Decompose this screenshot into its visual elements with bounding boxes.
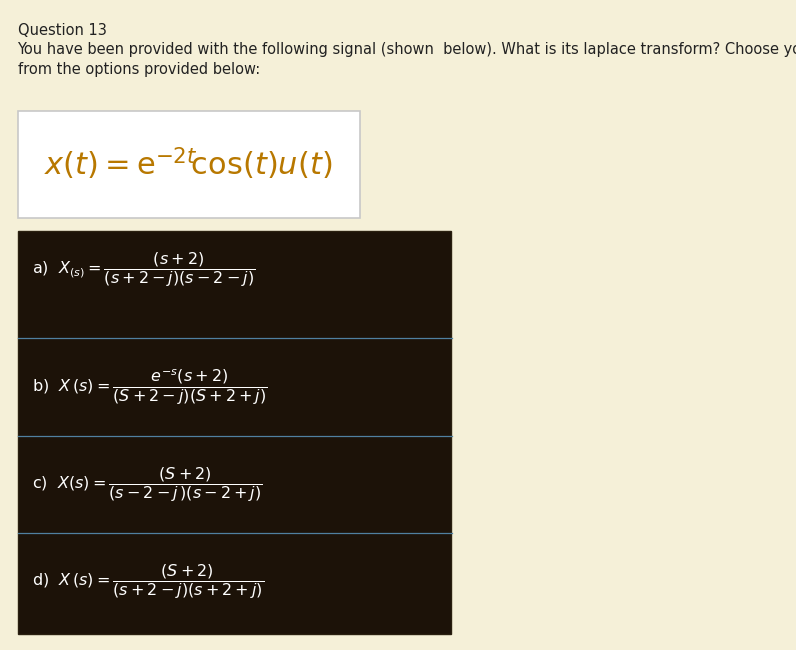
- Text: from the options provided below:: from the options provided below:: [18, 62, 259, 77]
- FancyBboxPatch shape: [18, 111, 360, 218]
- FancyBboxPatch shape: [18, 231, 451, 634]
- Text: Question 13: Question 13: [18, 23, 107, 38]
- Text: a)  $X_{(s)} = \dfrac{(s+2)}{(s+2-j)(s-2-j)}$: a) $X_{(s)} = \dfrac{(s+2)}{(s+2-j)(s-2-…: [32, 250, 256, 289]
- Text: $x(t) = \mathrm{e}^{-2t}\!\cos(t)u(t)$: $x(t) = \mathrm{e}^{-2t}\!\cos(t)u(t)$: [45, 146, 333, 183]
- Text: You have been provided with the following signal (shown  below). What is its lap: You have been provided with the followin…: [18, 42, 796, 57]
- Text: c)  $X(s) = \dfrac{(S+2)}{(s-2-j\,)(s-2+j)}$: c) $X(s) = \dfrac{(S+2)}{(s-2-j\,)(s-2+j…: [32, 465, 263, 504]
- Text: d)  $X\,(s) = \dfrac{(S+2)}{(s+2-j)(s+2+j)}$: d) $X\,(s) = \dfrac{(S+2)}{(s+2-j)(s+2+j…: [32, 562, 264, 601]
- Text: b)  $X\,(s) = \dfrac{e^{-s}(s+2)}{(S+2-j)(S+2+j)}$: b) $X\,(s) = \dfrac{e^{-s}(s+2)}{(S+2-j)…: [32, 367, 267, 406]
